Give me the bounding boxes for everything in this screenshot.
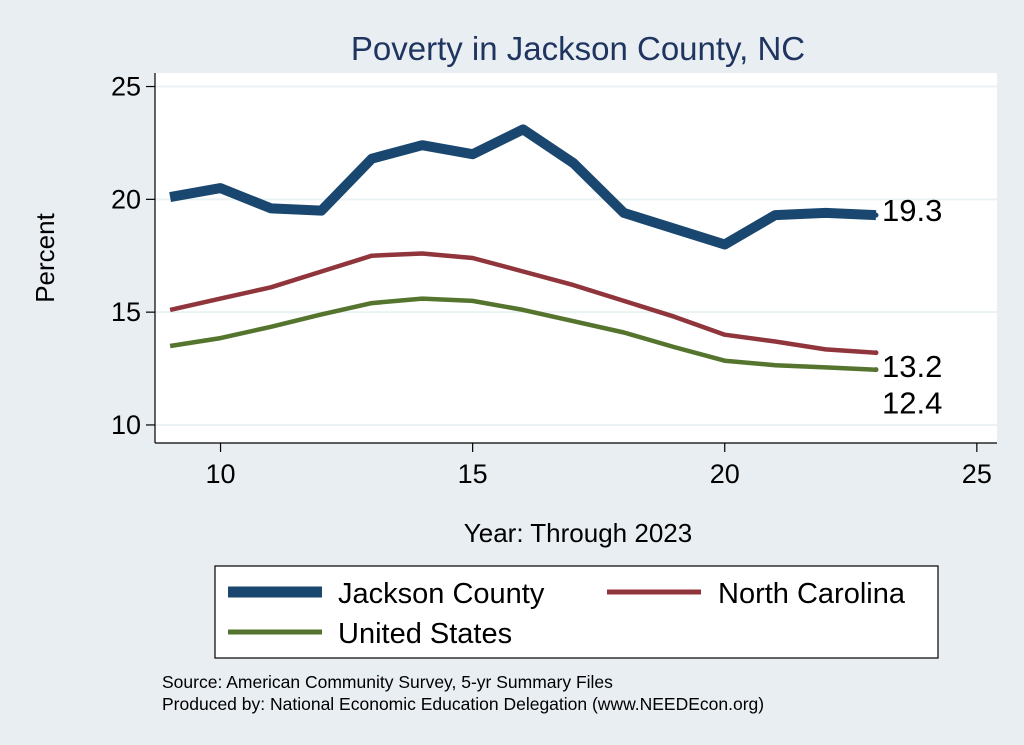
end-label-north-carolina: 13.2 [882,349,942,384]
plot-area [155,73,997,443]
y-tick-label-10: 10 [111,410,141,440]
series-line-united-states [169,296,877,372]
x-tick-label-25: 25 [962,459,992,489]
x-tick-label-10: 10 [206,459,236,489]
end-labels: 19.3 13.212.4 [882,193,942,421]
legend-label-united-states: United States [338,618,512,650]
legend: Jackson County North Carolina United Sta… [214,565,939,659]
x-tick-label-20: 20 [710,459,740,489]
source-note: Source: American Community Survey, 5-yr … [162,672,613,692]
series-layer [169,124,879,373]
y-tick-label-15: 15 [111,297,141,327]
series-line-jackson-county [169,124,877,250]
y-tick-label-20: 20 [111,184,141,214]
end-label-jackson-county: 19.3 [882,193,942,228]
legend-box [214,565,939,659]
series-line-north-carolina [169,251,877,356]
y-axis-title: Percent [30,212,60,302]
grid-layer [155,85,997,426]
series-end-marker-north-carolina [873,350,879,356]
legend-label-north-carolina: North Carolina [718,578,906,610]
chart-title: Poverty in Jackson County, NC [351,30,805,67]
y-tick-label-25: 25 [111,72,141,102]
legend-label-jackson-county: Jackson County [338,578,545,610]
x-axis-title: Year: Through 2023 [464,518,692,548]
x-tick-label-15: 15 [458,459,488,489]
produced-by-note: Produced by: National Economic Education… [162,694,764,714]
axes [154,73,997,444]
ticks: 10 15 20 25 10 15 20 25 [111,72,992,489]
series-end-marker-united-states [873,367,879,373]
end-label-united-states: 12.4 [882,386,942,421]
series-end-marker-jackson-county [873,212,879,218]
